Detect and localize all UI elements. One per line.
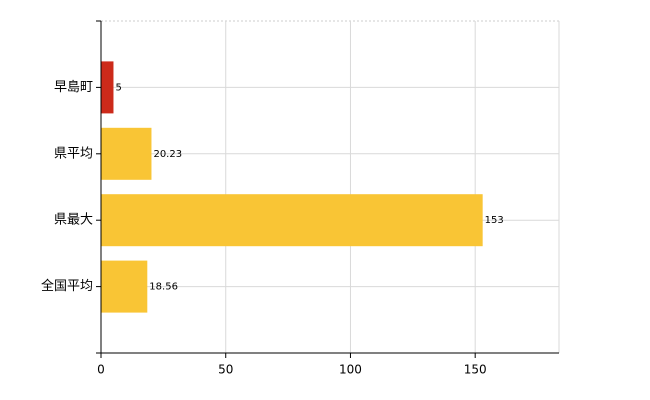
y-tick-label: 県最大 [54, 213, 93, 228]
y-tick-label: 全国平均 [41, 278, 93, 294]
x-tick-label: 150 [464, 363, 487, 377]
value-label: 5 [115, 82, 121, 93]
y-tick-label: 早島町 [54, 80, 93, 95]
value-label: 153 [485, 215, 504, 226]
bar [101, 127, 152, 180]
value-label: 20.23 [153, 149, 182, 160]
x-tick-label: 0 [97, 363, 105, 377]
bar [101, 260, 148, 313]
bar [101, 61, 114, 114]
x-tick-label: 100 [339, 363, 362, 377]
bar [101, 194, 483, 247]
x-tick-label: 50 [218, 363, 233, 377]
y-tick-label: 県平均 [54, 146, 93, 161]
value-label: 18.56 [149, 282, 178, 293]
